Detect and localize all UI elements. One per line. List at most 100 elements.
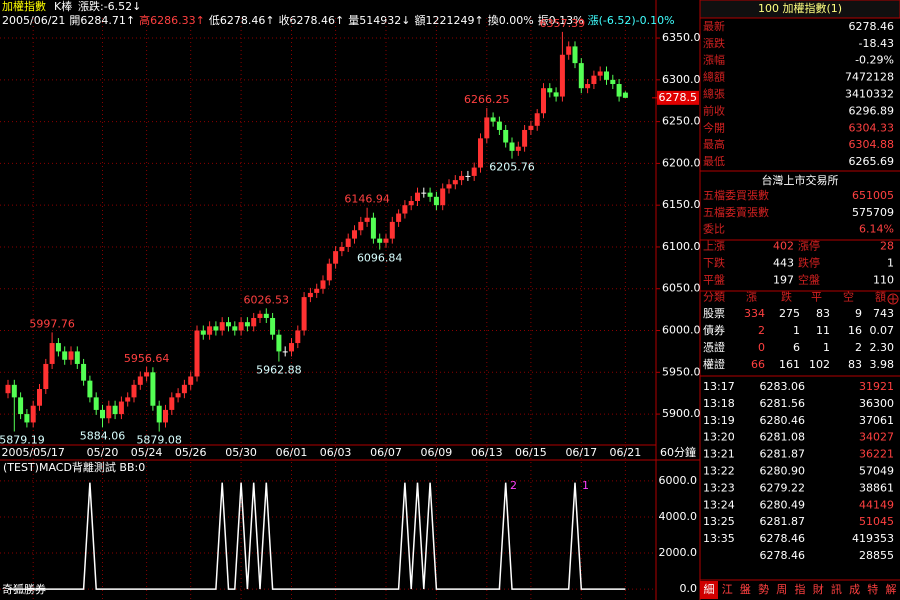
tick-volume: 44149 [859, 498, 894, 511]
tab[interactable]: 訊 [831, 582, 842, 596]
candle-body [301, 297, 307, 331]
candle-body [415, 192, 420, 201]
table-cell: 83 [816, 307, 830, 320]
tick-price: 6280.49 [760, 498, 806, 511]
x-tick-label: 05/20 [87, 446, 119, 459]
candle-body [503, 129, 509, 143]
table-header: 漲 [746, 290, 757, 303]
candle-body [377, 238, 383, 243]
tick-volume: 34027 [859, 431, 894, 444]
candle-body [559, 54, 565, 97]
tab[interactable]: 江 [722, 583, 733, 596]
table-cell: 1 [823, 341, 830, 354]
breadth-value: 402 [773, 240, 794, 253]
quote-item: 漲(-6.52)-0.10% [588, 14, 675, 27]
high-label: 5956.64 [124, 352, 170, 365]
y-tick-label: 6000.0 [662, 324, 701, 337]
candle-body [232, 326, 238, 331]
table-cell: 275 [779, 307, 800, 320]
candle-body [219, 322, 225, 331]
tab[interactable]: 細 [704, 583, 715, 596]
tab[interactable]: 成 [849, 583, 860, 596]
candle-body [433, 196, 439, 206]
tick-price: 6281.08 [760, 431, 806, 444]
candle-body [125, 397, 131, 402]
exchange-label: 五檔委買張數 [703, 188, 769, 202]
low-label: 6205.76 [489, 161, 535, 174]
table-row-label: 憑證 [703, 340, 725, 354]
candle-body [137, 376, 143, 385]
candle-body [396, 213, 402, 222]
breadth-label: 上漲 [703, 240, 725, 253]
tick-volume: 31921 [859, 380, 894, 393]
candle-body [175, 393, 181, 398]
candle-body [68, 351, 74, 360]
candle-body [358, 221, 364, 231]
tab[interactable]: 特 [867, 582, 878, 596]
x-tick-label: 05/24 [131, 446, 163, 459]
quote-item: 收6278.46↑ [279, 13, 345, 27]
candle-body [320, 280, 326, 289]
tick-volume: 38861 [859, 481, 894, 494]
table-row-label: 權證 [703, 357, 725, 371]
indicator-title: (TEST)MACD背離測試 BB:0 [3, 460, 145, 474]
candle-body [144, 372, 150, 377]
tick-volume: 51045 [859, 515, 894, 528]
tick-volume: 419353 [852, 532, 894, 545]
quote-value: 6265.69 [849, 155, 895, 168]
tick-price: 6280.46 [760, 414, 806, 427]
candle-body [37, 389, 42, 406]
candle-body [314, 288, 320, 293]
candle-body [459, 175, 465, 181]
candle-body [578, 63, 584, 89]
breadth-label: 漲停 [798, 239, 820, 253]
table-cell: 66 [751, 358, 765, 371]
tab[interactable]: 勢 [758, 582, 769, 596]
candle-body [156, 405, 162, 423]
x-tick-label: 05/26 [175, 446, 207, 459]
expand-icon[interactable] [887, 293, 899, 305]
exchange-value: 6.14% [859, 223, 894, 236]
candle-body [490, 117, 496, 122]
tab[interactable]: 財 [813, 582, 824, 596]
table-cell: 102 [809, 358, 830, 371]
candle-body [553, 92, 559, 97]
candle-body [93, 397, 99, 410]
candle-body [18, 397, 24, 415]
x-tick-label: 06/21 [610, 446, 642, 459]
tab[interactable]: 指 [795, 582, 806, 596]
table-cell: 2 [758, 324, 765, 337]
candle-body [11, 384, 17, 398]
quote-item: 開6284.71↑ [69, 14, 135, 27]
x-tick-label: 06/01 [276, 446, 308, 459]
candle-body [333, 251, 339, 264]
x-tick-label: 06/15 [515, 446, 547, 459]
high-label: 6026.53 [244, 293, 290, 306]
low-label: 5962.88 [256, 364, 302, 377]
y-tick-label: 4000.0 [659, 510, 698, 523]
candle-body [389, 221, 395, 239]
candle-body [572, 46, 578, 64]
tab[interactable]: 周 [776, 583, 787, 596]
y-tick-label: 6150.0 [662, 198, 701, 211]
candle-body [169, 397, 175, 410]
bar-type: K棒 [54, 0, 72, 13]
x-tick-label: 06/17 [565, 446, 597, 459]
candle-body [452, 180, 458, 185]
tab[interactable]: 盤 [740, 583, 751, 596]
candle-body [585, 84, 591, 89]
candle-body [471, 167, 477, 176]
candle-body [528, 125, 534, 130]
table-cell: 2 [855, 341, 862, 354]
tick-time: 13:17 [703, 380, 735, 393]
tab[interactable]: 解 [886, 582, 897, 596]
table-cell: 0.07 [870, 324, 895, 337]
high-label: 6146.94 [344, 193, 390, 206]
candle-body [55, 343, 61, 352]
tick-price: 6279.22 [760, 481, 806, 494]
candle-body [5, 384, 11, 394]
candle-body [522, 129, 528, 147]
candle-body [604, 71, 609, 80]
